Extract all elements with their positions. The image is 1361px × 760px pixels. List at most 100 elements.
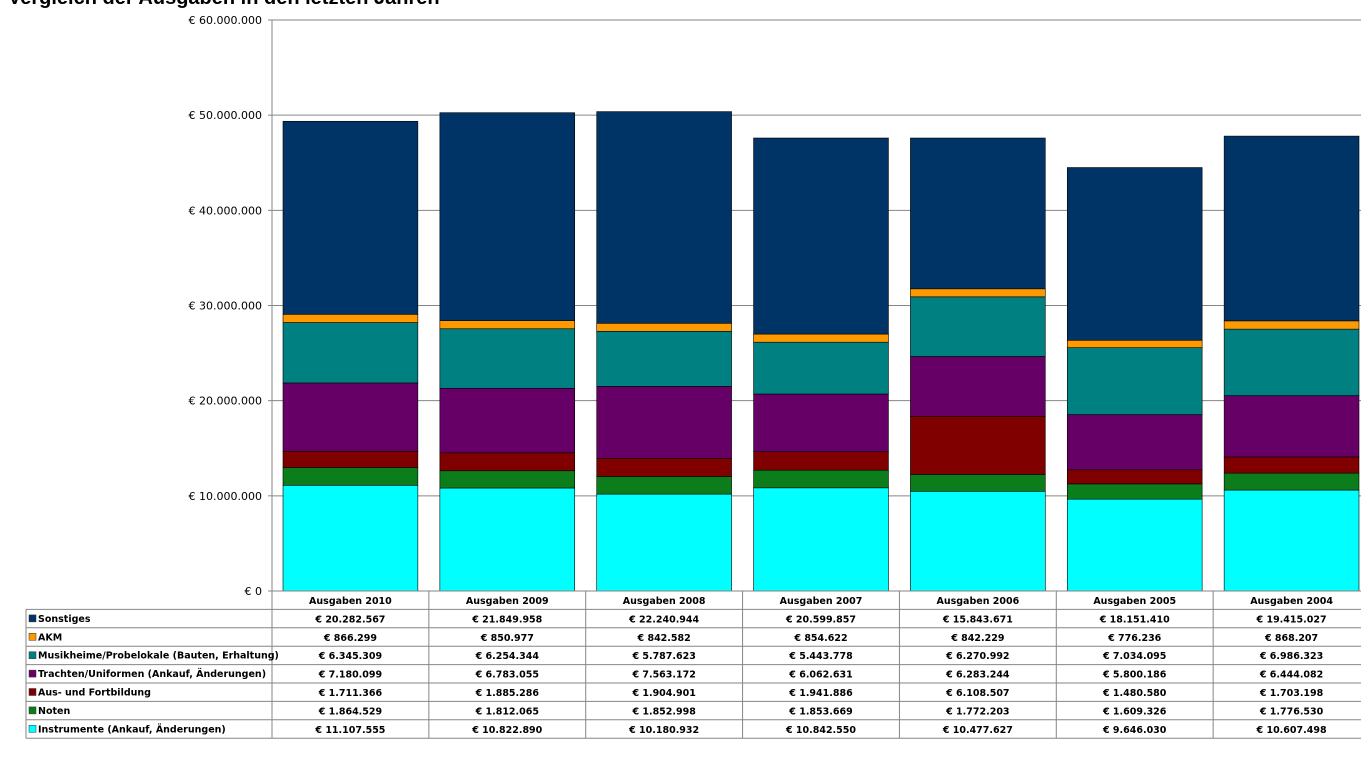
data-label-sonstiges: € 20.282.567 [314,614,385,625]
data-label-noten: € 1.772.203 [945,706,1009,717]
category-label: Ausgaben 2009 [466,596,549,607]
bar-aus-und-fortbildung-4 [910,415,1046,475]
legend-label-trachten-uniformen-ankauf-nderungen: Trachten/Uniformen (Ankauf, Änderungen) [38,669,266,680]
bar-sonstiges-0 [282,120,419,315]
bar-sonstiges-4 [910,137,1046,290]
bar-musikheime-probelokale-bauten-erhaltung-4 [910,296,1046,357]
data-label-instrumente-ankauf-nderungen: € 10.180.932 [628,725,699,736]
data-label-aus-und-fortbildung: € 1.941.886 [788,688,853,699]
legend-label-akm: AKM [38,632,62,643]
legend-label-instrumente-ankauf-nderungen: Instrumente (Ankauf, Änderungen) [38,724,226,735]
data-label-instrumente-ankauf-nderungen: € 10.607.498 [1256,725,1327,736]
data-label-noten: € 1.776.530 [1259,706,1324,717]
data-label-noten: € 1.812.065 [475,706,539,717]
data-label-noten: € 1.852.998 [631,706,696,717]
legend-key-noten [28,706,37,715]
bar-noten-1 [439,470,576,489]
data-label-aus-und-fortbildung: € 1.885.286 [475,688,540,699]
bar-instrumente-ankauf-nderungen-2 [596,493,732,592]
legend-label-aus-und-fortbildung: Aus- und Fortbildung [38,688,151,699]
data-label-instrumente-ankauf-nderungen: € 10.477.627 [942,725,1013,736]
legend-key-akm [28,633,37,641]
bar-sonstiges-3 [753,137,889,335]
category-label: Ausgaben 2007 [780,596,863,607]
data-label-sonstiges: € 22.240.944 [628,614,699,625]
bar-musikheime-probelokale-bauten-erhaltung-2 [596,330,732,387]
y-tick-label: € 60.000.000 [189,14,262,27]
bar-trachten-uniformen-ankauf-nderungen-4 [910,356,1046,417]
data-label-musikheime-probelokale-bauten-erhaltung: € 6.254.344 [475,651,540,662]
legend-label-musikheime-probelokale-bauten-erhaltung: Musikheime/Probelokale (Bauten, Erhaltun… [38,651,279,662]
y-axis: € 0 € 10.000.000 € 20.000.000 € 30.000.000 €… [189,14,272,598]
data-label-aus-und-fortbildung: € 1.703.198 [1259,688,1324,699]
data-label-trachten-uniformen-ankauf-nderungen: € 6.062.631 [788,670,852,681]
bar-aus-und-fortbildung-6 [1223,456,1360,474]
bar-aus-und-fortbildung-1 [439,452,576,472]
data-label-trachten-uniformen-ankauf-nderungen: € 6.783.055 [475,670,539,681]
data-label-trachten-uniformen-ankauf-nderungen: € 5.800.186 [1102,670,1167,681]
bar-akm-1 [439,320,576,330]
bar-musikheime-probelokale-bauten-erhaltung-6 [1223,328,1360,396]
data-label-musikheime-probelokale-bauten-erhaltung: € 5.443.778 [788,651,853,662]
data-label-aus-und-fortbildung: € 1.480.580 [1102,688,1167,699]
data-label-musikheime-probelokale-bauten-erhaltung: € 7.034.095 [1102,651,1166,662]
bar-akm-0 [282,314,419,323]
bar-instrumente-ankauf-nderungen-4 [910,490,1046,592]
bar-instrumente-ankauf-nderungen-5 [1066,498,1203,592]
y-tick-label: € 30.000.000 [189,300,262,313]
data-label-noten: € 1.609.326 [1102,706,1167,717]
category-label: Ausgaben 2010 [309,596,392,607]
data-label-aus-und-fortbildung: € 1.904.901 [631,688,695,699]
bar-aus-und-fortbildung-0 [282,450,419,468]
data-table: Ausgaben 2010 Ausgaben 2009 Ausgaben 2008 A… [25,590,1361,739]
data-label-trachten-uniformen-ankauf-nderungen: € 7.563.172 [631,670,695,681]
legend-label-noten: Noten [38,706,70,717]
bar-trachten-uniformen-ankauf-nderungen-2 [596,386,732,459]
bar-akm-2 [596,322,732,332]
category-label: Ausgaben 2006 [936,596,1019,607]
bar-aus-und-fortbildung-2 [596,458,732,477]
bar-musikheime-probelokale-bauten-erhaltung-1 [439,328,576,389]
legend-key-sonstiges [28,614,37,623]
data-label-noten: € 1.864.529 [318,706,382,717]
bar-akm-3 [753,333,889,343]
y-tick-label: € 0 [245,585,263,598]
data-label-sonstiges: € 21.849.958 [471,614,542,625]
bar-sonstiges-2 [596,111,732,324]
data-label-sonstiges: € 20.599.857 [785,614,856,625]
bar-musikheime-probelokale-bauten-erhaltung-5 [1066,347,1203,415]
bar-instrumente-ankauf-nderungen-0 [282,484,419,592]
y-tick-label: € 20.000.000 [189,395,262,408]
data-label-akm: € 776.236 [1107,633,1162,644]
bar-aus-und-fortbildung-5 [1066,469,1203,485]
bar-sonstiges-1 [439,112,576,321]
bar-trachten-uniformen-ankauf-nderungen-3 [753,393,889,452]
y-tick-label: € 40.000.000 [189,204,262,217]
data-label-sonstiges: € 19.415.027 [1256,614,1327,625]
bar-noten-3 [753,469,889,489]
data-label-musikheime-probelokale-bauten-erhaltung: € 6.345.309 [318,651,382,662]
bar-trachten-uniformen-ankauf-nderungen-0 [282,382,419,452]
data-label-instrumente-ankauf-nderungen: € 9.646.030 [1102,725,1167,736]
bar-musikheime-probelokale-bauten-erhaltung-0 [282,322,419,384]
data-label-akm: € 842.582 [637,633,691,644]
bar-noten-5 [1066,483,1203,500]
data-label-akm: € 854.622 [793,633,847,644]
data-label-sonstiges: € 18.151.410 [1099,614,1170,625]
bar-trachten-uniformen-ankauf-nderungen-1 [439,387,576,454]
bar-sonstiges-6 [1223,135,1360,322]
bar-trachten-uniformen-ankauf-nderungen-6 [1223,395,1360,458]
y-tick-label: € 10.000.000 [189,490,262,503]
data-label-instrumente-ankauf-nderungen: € 10.842.550 [785,725,856,736]
bars [282,111,1360,592]
bar-noten-0 [282,467,419,486]
bar-noten-4 [910,474,1046,492]
data-label-akm: € 842.229 [950,633,1004,644]
legend-key-musikheime-probelokale-bauten-erhaltung [28,651,37,659]
data-label-instrumente-ankauf-nderungen: € 10.822.890 [471,725,542,736]
data-label-sonstiges: € 15.843.671 [942,614,1013,625]
data-label-noten: € 1.853.669 [788,706,852,717]
data-label-trachten-uniformen-ankauf-nderungen: € 6.283.244 [945,670,1010,681]
bar-sonstiges-5 [1066,167,1203,341]
